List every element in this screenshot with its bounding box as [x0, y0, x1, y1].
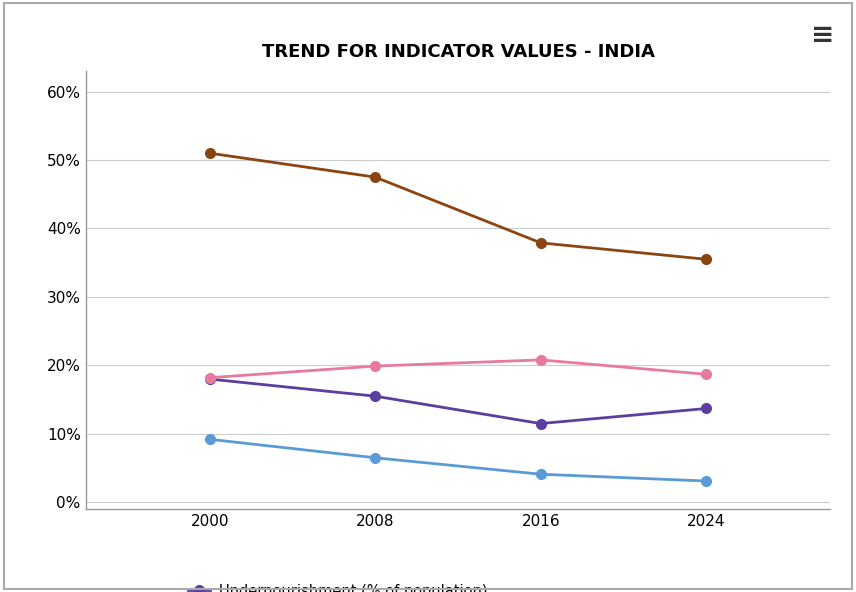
Title: TREND FOR INDICATOR VALUES - INDIA: TREND FOR INDICATOR VALUES - INDIA	[262, 43, 654, 61]
Text: ≡: ≡	[811, 21, 835, 49]
Legend: Undernourishment (% of population), Child wasting (% of children under five year: Undernourishment (% of population), Chil…	[182, 578, 596, 592]
